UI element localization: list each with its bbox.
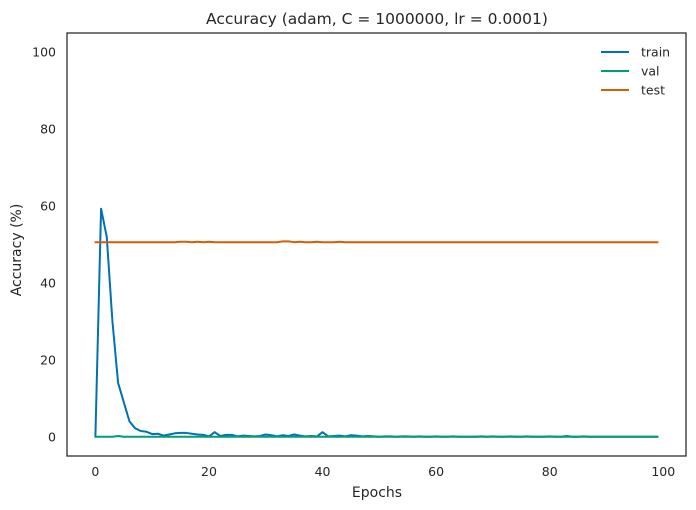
y-tick-label: 40	[40, 275, 56, 290]
series-line-test	[94, 240, 659, 244]
legend-label-train: train	[641, 45, 670, 60]
x-tick-label: 80	[542, 464, 558, 479]
y-tick-label: 80	[40, 122, 56, 137]
legend: train val test	[601, 45, 670, 98]
x-tick-label: 100	[651, 464, 675, 479]
series-line-val	[94, 435, 659, 438]
y-tick-label: 60	[40, 199, 56, 214]
plot-frame	[66, 32, 687, 457]
x-tick-label: 40	[315, 464, 331, 479]
y-tick-label: 20	[40, 352, 56, 367]
axis-ticks: 0 20 40 60 80 100 0 20 40 60 80 100	[32, 45, 675, 479]
legend-label-val: val	[641, 64, 660, 79]
x-tick-label: 0	[91, 464, 99, 479]
y-tick-label: 0	[48, 429, 56, 444]
series-lines	[94, 207, 659, 438]
y-axis-label: Accuracy (%)	[9, 204, 25, 297]
legend-label-test: test	[641, 83, 665, 98]
y-tick-label: 100	[32, 45, 56, 60]
chart-title: Accuracy (adam, C = 1000000, lr = 0.0001…	[206, 10, 548, 28]
x-tick-label: 20	[201, 464, 217, 479]
x-tick-label: 60	[428, 464, 444, 479]
x-axis-label: Epochs	[352, 485, 402, 501]
